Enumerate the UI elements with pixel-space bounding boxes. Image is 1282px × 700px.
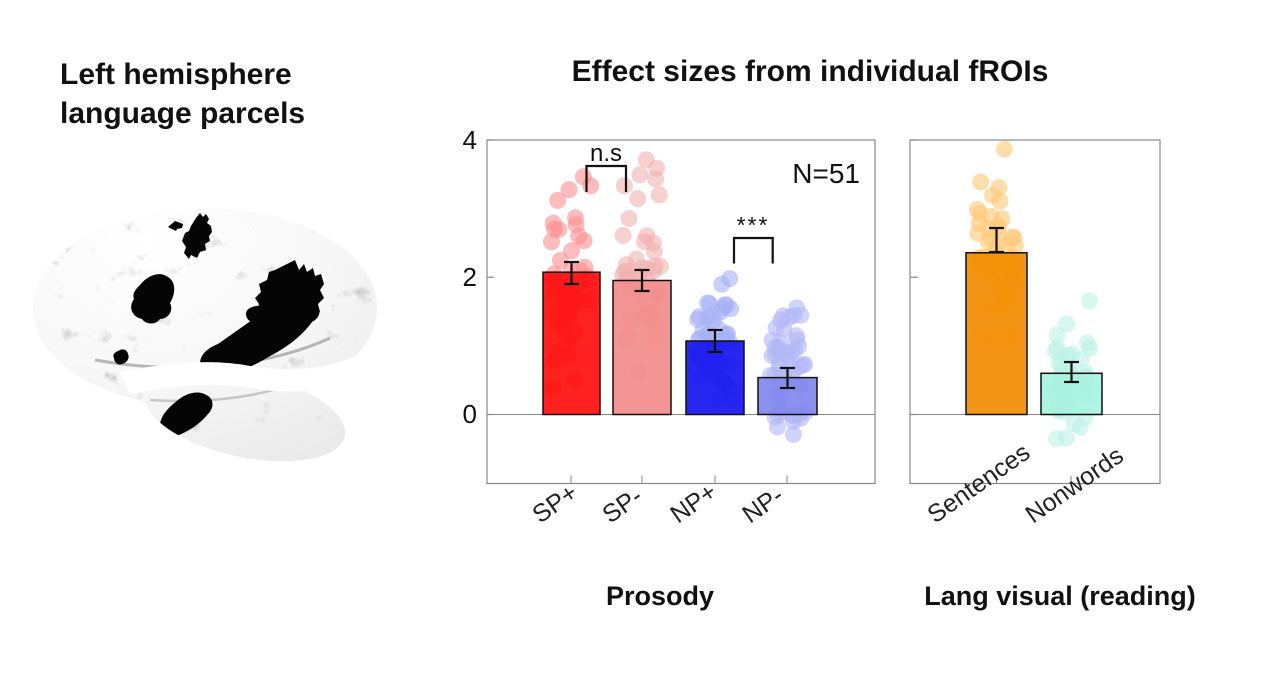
svg-text:SP+: SP+ (527, 478, 582, 528)
svg-text:NP-: NP- (737, 481, 788, 529)
svg-text:2: 2 (463, 262, 477, 292)
svg-text:n.s: n.s (590, 140, 622, 167)
svg-text:Prosody: Prosody (606, 581, 714, 611)
svg-text:0: 0 (463, 399, 477, 429)
svg-text:NP+: NP+ (665, 478, 721, 529)
svg-text:Nonwords: Nonwords (1020, 441, 1128, 528)
svg-text:***: *** (737, 212, 770, 238)
svg-text:N=51: N=51 (792, 158, 860, 189)
svg-text:SP-: SP- (597, 482, 647, 529)
svg-text:Lang visual (reading): Lang visual (reading) (924, 581, 1196, 611)
svg-text:4: 4 (463, 125, 477, 155)
